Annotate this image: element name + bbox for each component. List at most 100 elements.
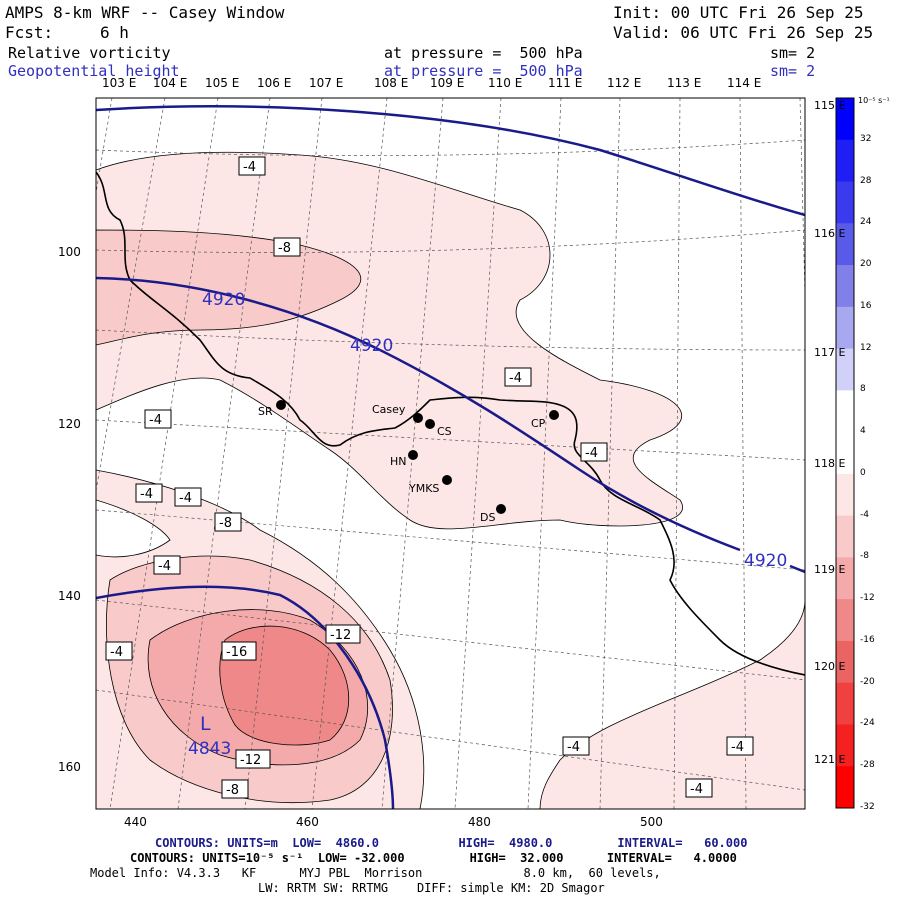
svg-text:-12: -12: [240, 753, 261, 768]
svg-text:-4: -4: [149, 413, 162, 428]
station-label: CS: [437, 425, 452, 438]
svg-text:-4: -4: [585, 446, 598, 461]
valid-time: Valid: 06 UTC Fri 26 Sep 25: [613, 23, 874, 42]
vorticity-label-box: -4: [144, 409, 172, 429]
field2-pressure: at pressure = 500 hPa: [384, 62, 583, 80]
longitude-label: 110 E: [488, 76, 523, 90]
colorbar-segment: [836, 306, 854, 350]
svg-text:-4: -4: [110, 645, 123, 660]
colorbar-frame: [835, 97, 855, 809]
right-longitude-label: 116 E: [814, 227, 846, 240]
svg-text:-4: -4: [243, 160, 256, 175]
map-title: AMPS 8-km WRF -- Casey Window: [5, 3, 285, 22]
colorbar-label: -8: [860, 551, 869, 562]
colorbar-label: -20: [860, 676, 875, 687]
vorticity-label-box: -12: [235, 749, 271, 769]
longitude-label: 104 E: [153, 76, 188, 90]
vorticity-label-box: -4: [174, 487, 202, 507]
vorticity-label-box: -8: [221, 779, 249, 799]
colorbar-segment: [836, 98, 854, 141]
height-label: 4920: [350, 336, 393, 356]
x-axis-label: 500: [640, 815, 663, 829]
height-contour-info: CONTOURS: UNITS=m LOW= 4860.0 HIGH= 4980…: [155, 836, 748, 850]
colorbar-segment: [836, 473, 854, 517]
svg-text:-8: -8: [219, 516, 232, 531]
svg-text:-4: -4: [567, 740, 580, 755]
vorticity-label-box: -4: [153, 555, 181, 575]
colorbar-unit: 10⁻⁵ s⁻¹: [858, 96, 890, 105]
colorbar-segment: [836, 515, 854, 558]
svg-text:-8: -8: [226, 783, 239, 798]
vorticity-label-box: -4: [726, 736, 754, 756]
vorticity-label-box: -16: [221, 641, 257, 661]
model-info: Model Info: V4.3.3 KF MYJ PBL Morrison 8…: [90, 866, 661, 880]
colorbar-segment: [836, 139, 854, 183]
colorbar-label: 16: [860, 300, 872, 311]
init-time: Init: 00 UTC Fri 26 Sep 25: [613, 3, 864, 22]
height-labels: 4920 4920 4920 4843 L: [188, 290, 787, 759]
station-label: DS: [480, 511, 495, 524]
longitude-label: 109 E: [430, 76, 465, 90]
colorbar-segment: [836, 390, 854, 433]
longitude-label: 105 E: [205, 76, 240, 90]
colorbar-segment: [836, 557, 854, 600]
y-axis-label: 160: [58, 760, 81, 774]
vorticity-label-box: -4: [685, 778, 713, 798]
coastline: [96, 171, 805, 676]
station-label: Casey: [372, 403, 406, 416]
right-longitude-label: 115 E: [814, 99, 846, 112]
colorbar-label: 24: [860, 217, 872, 228]
colorbar-label: 28: [860, 175, 872, 186]
plot-frame: [95, 97, 806, 810]
svg-text:-4: -4: [140, 487, 153, 502]
longitude-label: 112 E: [607, 76, 642, 90]
field1-pressure: at pressure = 500 hPa: [384, 44, 583, 62]
vorticity-label-box: -4: [580, 442, 608, 462]
colorbar-label: 0: [860, 467, 866, 478]
colorbar-segment: [836, 766, 854, 809]
model-physics-info: LW: RRTM SW: RRTMG DIFF: simple KM: 2D S…: [258, 881, 605, 895]
svg-text:-4: -4: [690, 782, 703, 797]
svg-text:-4: -4: [509, 371, 522, 386]
colorbar-label: 4: [860, 426, 866, 437]
height-label: 4920: [202, 290, 245, 310]
colorbar-segment: [836, 265, 854, 308]
colorbar-segment: [836, 682, 854, 725]
right-longitude-label: 120 E: [814, 660, 846, 673]
colorbar-label: 8: [860, 384, 866, 395]
colorbar-label: -12: [860, 593, 875, 604]
right-longitude-label: 119 E: [814, 563, 846, 576]
svg-text:-12: -12: [330, 628, 351, 643]
vorticity-label-box: -4: [238, 156, 266, 176]
colorbar-label: 32: [860, 133, 872, 144]
colorbar-segment: [836, 724, 854, 767]
colorbar-segment: [836, 599, 854, 642]
colorbar-label: -32: [860, 802, 875, 812]
colorbar-label: -4: [860, 509, 869, 520]
x-axis-label: 480: [468, 815, 491, 829]
colorbar-label: -28: [860, 760, 875, 771]
height-label: 4843: [188, 739, 231, 759]
vorticity-label-box: -4: [504, 367, 532, 387]
svg-text:-4: -4: [179, 491, 192, 506]
colorbar-segment: [836, 181, 854, 224]
field1-smoothing: sm= 2: [770, 44, 816, 62]
y-axis-label: 120: [58, 417, 81, 431]
station-label: HN: [390, 455, 407, 468]
svg-text:-16: -16: [226, 645, 247, 660]
longitude-label: 114 E: [727, 76, 762, 90]
colorbar-label: 20: [860, 259, 872, 270]
low-pressure-marker: L: [200, 713, 211, 735]
colorbar-segment: [836, 348, 854, 391]
right-longitude-label: 117 E: [814, 346, 846, 359]
station-label: SR: [258, 405, 273, 418]
svg-text:-4: -4: [731, 740, 744, 755]
longitude-label: 113 E: [667, 76, 702, 90]
svg-text:-8: -8: [278, 241, 291, 256]
vorticity-label-box: -4: [135, 483, 163, 503]
colorbar-segment: [836, 640, 854, 684]
longitude-label: 107 E: [309, 76, 344, 90]
svg-text:-4: -4: [158, 559, 171, 574]
longitude-label: 106 E: [257, 76, 292, 90]
